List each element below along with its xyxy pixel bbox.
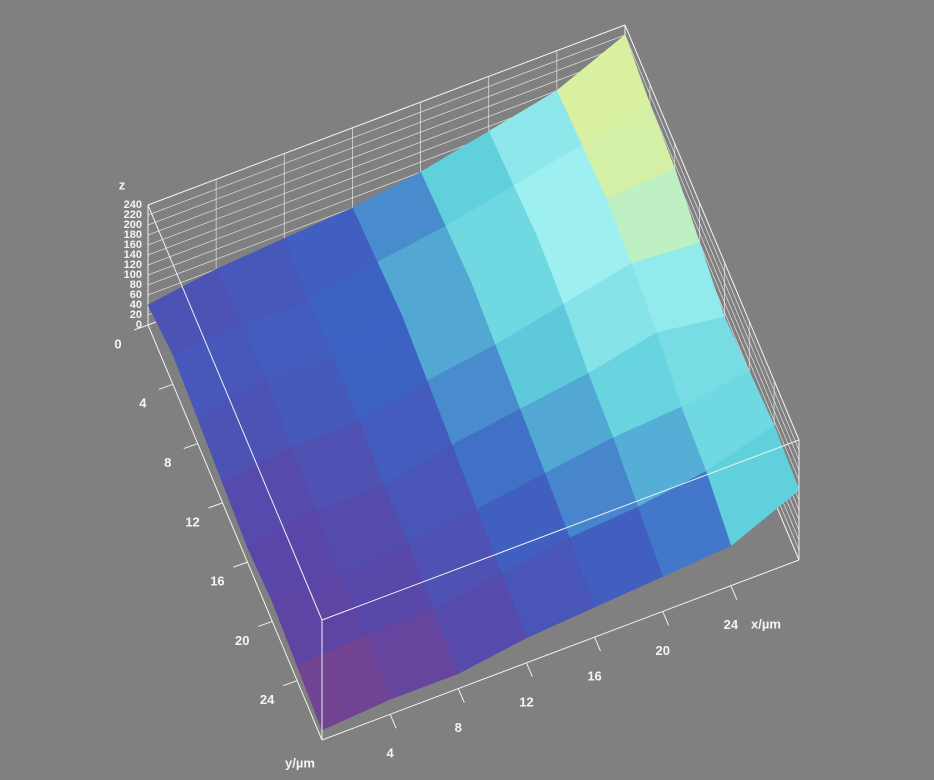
y-tick-label: 12	[185, 514, 199, 529]
z-tick-label: 80	[130, 279, 142, 291]
grid-line	[147, 44, 626, 226]
box-edge	[321, 559, 800, 741]
tick-mark	[158, 383, 174, 390]
tick-mark	[730, 585, 738, 600]
z-tick-label: 20	[130, 309, 142, 321]
box-edge	[147, 324, 323, 741]
x-tick-label: 12	[519, 694, 533, 709]
y-tick-label: 16	[210, 574, 224, 589]
tick-mark	[183, 443, 198, 450]
x-tick-label: 24	[724, 617, 739, 632]
box-edge	[147, 204, 323, 621]
z-tick-label: 120	[124, 259, 142, 271]
z-tick-label: 240	[124, 199, 142, 211]
grid-line	[624, 34, 800, 451]
x-axis-label: x/µm	[751, 616, 781, 631]
grid-line	[147, 64, 626, 246]
box-edge	[147, 24, 626, 206]
grid-line	[147, 34, 626, 216]
z-axis-label: z	[119, 177, 126, 192]
y-tick-label: 20	[235, 633, 249, 648]
tick-mark	[662, 611, 670, 626]
y-tick-label: 4	[139, 396, 147, 411]
tick-mark	[133, 324, 149, 331]
surface-cell	[296, 634, 391, 731]
y-tick-label: 0	[114, 336, 121, 351]
grid-line	[624, 44, 800, 461]
x-tick-label: 16	[587, 669, 601, 684]
z-tick-label: 100	[124, 269, 142, 281]
x-tick-label: 4	[387, 746, 395, 761]
grid-line	[147, 54, 626, 236]
z-tick-label: 180	[124, 229, 142, 241]
tick-mark	[282, 680, 298, 687]
z-tick-label: 220	[124, 209, 142, 221]
tick-mark	[208, 502, 223, 509]
box-edge	[321, 439, 800, 621]
tick-mark	[233, 561, 248, 568]
z-tick-label: 140	[124, 249, 142, 261]
tick-mark	[525, 662, 533, 678]
box-edge	[624, 24, 800, 441]
z-tick-label: 40	[130, 299, 142, 311]
x-tick-label: 8	[455, 720, 462, 735]
z-tick-label: 0	[136, 319, 142, 331]
z-tick-label: 160	[124, 239, 142, 251]
z-tick-label: 200	[124, 219, 142, 231]
y-axis-label: y/µm	[285, 755, 315, 770]
y-tick-label: 24	[260, 692, 275, 707]
x-tick-label: 20	[655, 643, 669, 658]
tick-mark	[594, 636, 602, 652]
tick-mark	[389, 714, 397, 729]
tick-mark	[457, 688, 465, 703]
tick-mark	[258, 620, 273, 627]
z-tick-label: 60	[130, 289, 142, 301]
y-tick-label: 8	[164, 455, 171, 470]
